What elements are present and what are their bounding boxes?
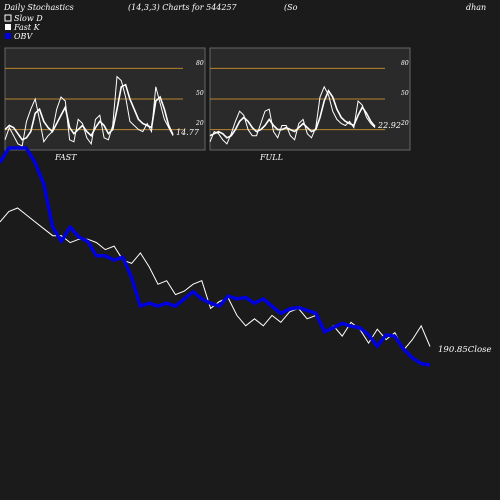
full-series-line-0: [209, 89, 376, 139]
fast-tick-80: 80: [196, 60, 204, 67]
fast-panel-title: FAST: [54, 153, 77, 162]
full-tick-50: 50: [401, 90, 409, 97]
obv-line: [0, 146, 431, 367]
close-last-value: 190.85Close: [438, 345, 491, 355]
full-series-line-1: [209, 85, 376, 145]
legend-swatch-obv: [5, 33, 11, 39]
full-panel-title: FULL: [259, 153, 283, 162]
header-name-left: (So: [284, 3, 298, 12]
header-name-right: dhan: [466, 3, 486, 12]
full-stochastic-panel: 80 50 20 22.92 FULL: [209, 47, 411, 162]
legend-swatch-fast-k: [5, 24, 11, 30]
close-value-suffix: Close: [468, 345, 492, 355]
header-params: (14,3,3) Charts for 544257: [128, 3, 238, 12]
fast-tick-20: 20: [195, 120, 204, 127]
fast-series-line-1: [4, 75, 174, 147]
fast-last-value: 14.77: [176, 128, 200, 137]
close-value-number: 190.85: [438, 345, 468, 355]
legend-label-slow-d: Slow D: [14, 14, 43, 23]
full-last-value: 22.92: [377, 121, 401, 130]
full-tick-20: 20: [400, 120, 409, 127]
fast-series-line-0: [4, 83, 174, 141]
legend-label-fast-k: Fast K: [13, 23, 41, 32]
price-obv-panel: [0, 146, 431, 367]
full-tick-80: 80: [401, 60, 409, 67]
header-title: Daily Stochastics: [3, 3, 74, 12]
fast-stochastic-panel: 80 50 20 14.77 FAST: [4, 47, 206, 162]
fast-tick-50: 50: [196, 90, 204, 97]
legend-swatch-slow-d: [4, 14, 12, 22]
legend-label-obv: OBV: [14, 32, 33, 41]
